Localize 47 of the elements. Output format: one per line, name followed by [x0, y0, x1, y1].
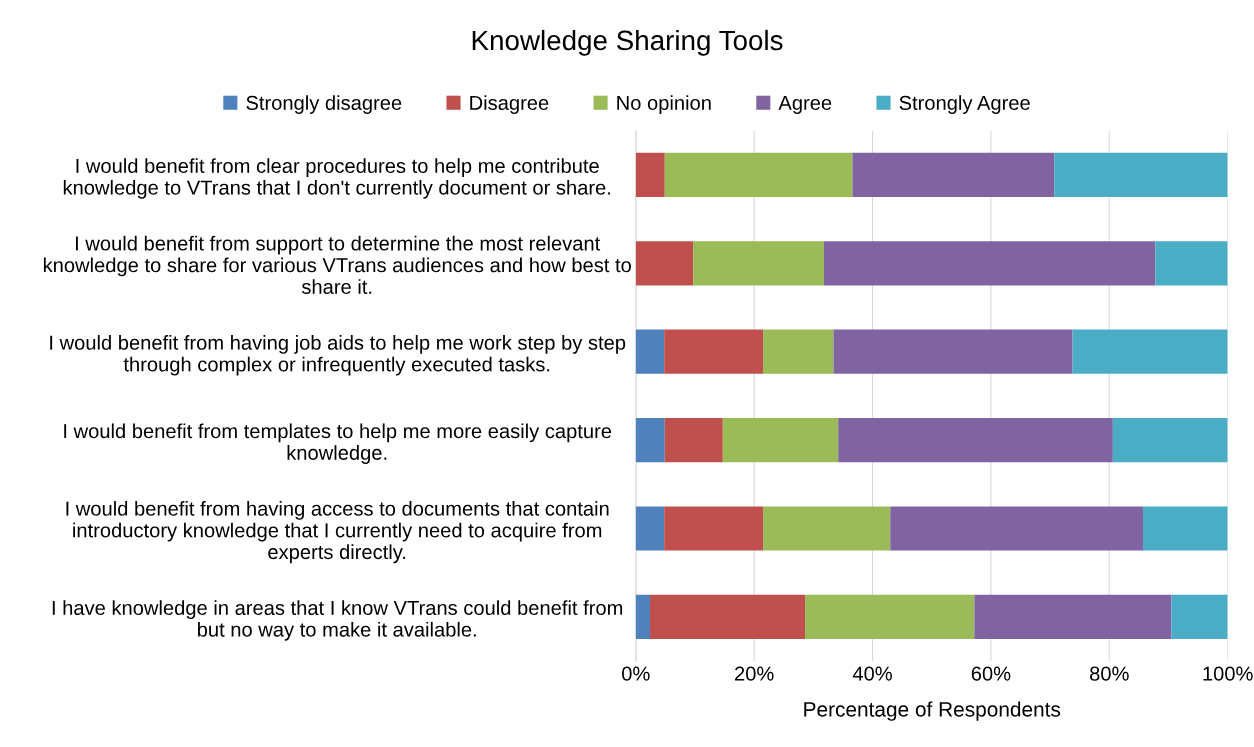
- bar: [635, 506, 665, 551]
- bar: [1072, 329, 1228, 374]
- bar: [1143, 506, 1228, 551]
- bar: [649, 594, 806, 639]
- bar: [805, 594, 975, 639]
- bar: [635, 418, 665, 463]
- bar: [763, 329, 834, 374]
- legend-label: Strongly Agree: [899, 95, 1030, 114]
- bar: [1112, 418, 1228, 463]
- bar: [635, 241, 694, 286]
- bar: [664, 418, 723, 463]
- legend-label: No opinion: [617, 95, 711, 114]
- y-tick-label: I would benefit from clear procedures to help me contribute knowledge to VTrans that I don't currently document or share.: [63, 158, 611, 199]
- x-tick-label: 0%: [622, 666, 650, 681]
- bar: [1171, 594, 1228, 639]
- y-tick-label: I would benefit from support to determine the most relevant knowledge to share for various VTrans audiences and how best to share it.: [43, 235, 631, 294]
- bar: [664, 152, 853, 198]
- bar: [722, 418, 839, 463]
- chart-title: Knowledge Sharing Tools: [472, 29, 783, 56]
- legend-label: Agree: [778, 95, 832, 114]
- bar: [833, 329, 1073, 374]
- bar: [635, 329, 665, 374]
- bar: [824, 241, 1156, 286]
- x-tick-label: 100%: [1203, 666, 1253, 681]
- bar: [664, 329, 764, 374]
- x-axis-title: Percentage of Respondents: [804, 701, 1061, 721]
- bar: [763, 506, 891, 551]
- x-tick-label: 20%: [735, 666, 774, 681]
- legend-label: Strongly disagree: [246, 95, 402, 114]
- bar: [635, 152, 665, 198]
- bar: [974, 594, 1172, 639]
- bar: [1155, 241, 1228, 286]
- bar: [693, 241, 824, 286]
- y-tick-label: I have knowledge in areas that I know VTrans could benefit from but no way to make it available.: [52, 600, 623, 641]
- x-tick-label: 40%: [852, 666, 892, 681]
- legend-label: Disagree: [470, 95, 549, 114]
- y-tick-label: I would benefit from having access to documents that contain introductory knowledge that I currently need to acquire from experts directly.: [66, 500, 609, 564]
- bar: [890, 506, 1144, 551]
- bar: [664, 506, 764, 551]
- bar: [1054, 152, 1228, 198]
- x-tick-label: 80%: [1090, 666, 1129, 681]
- x-tick-label: 60%: [971, 666, 1011, 681]
- bar: [852, 152, 1055, 198]
- y-tick-label: I would benefit from templates to help me more easily capture knowledge.: [64, 423, 612, 464]
- bar: [635, 594, 650, 639]
- y-tick-label: I would benefit from having job aids to help me work step by step through complex or infrequently executed tasks.: [50, 335, 626, 376]
- bar: [838, 418, 1113, 463]
